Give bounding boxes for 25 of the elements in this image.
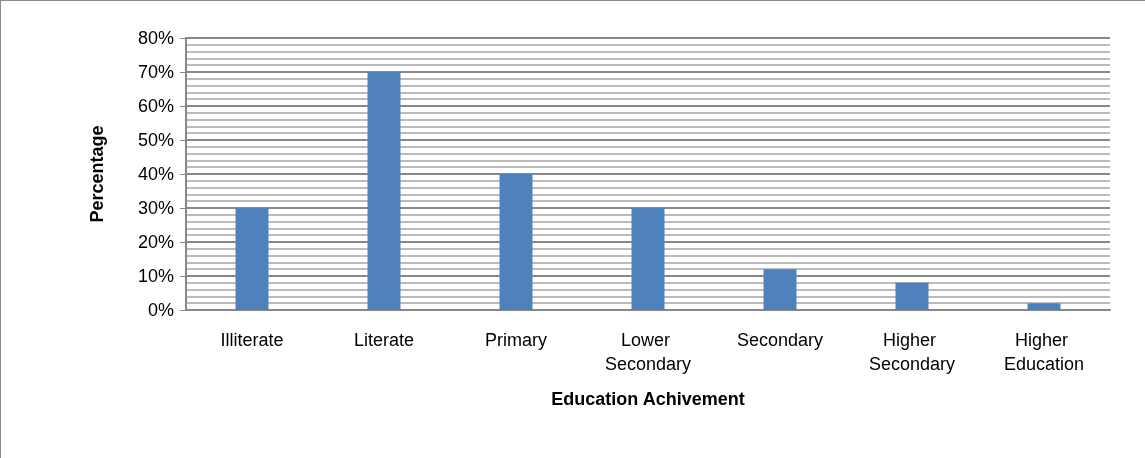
y-tick-label: 20%: [137, 232, 174, 252]
y-tick-label: 0%: [147, 300, 174, 320]
x-tick-label: Primary: [485, 330, 547, 350]
x-tick-label: Literate: [353, 330, 415, 350]
y-tick-label: 40%: [137, 164, 174, 184]
y-tick-label: 80%: [137, 28, 174, 48]
y-tick-label: 70%: [137, 62, 174, 82]
x-tick-label: Illiterate: [220, 330, 284, 350]
x-axis-title: Education Achivement: [551, 389, 745, 409]
bar: [1027, 303, 1061, 310]
bar: [763, 269, 797, 310]
x-tick-label: Higher Secondary: [868, 330, 956, 374]
x-tick-label: Higher Education: [1003, 330, 1085, 374]
x-tick-label: Lower Secondary: [604, 330, 692, 374]
bar: [499, 174, 533, 310]
bar: [631, 208, 665, 310]
bar: [895, 282, 929, 310]
y-tick-label: 30%: [137, 198, 174, 218]
y-tick-label: 50%: [137, 130, 174, 150]
y-tick-label: 60%: [137, 96, 174, 116]
y-axis-title: Percentage: [87, 125, 107, 223]
bar: [235, 208, 269, 310]
y-tick-label: 10%: [137, 266, 174, 286]
bar: [367, 72, 401, 310]
x-tick-label: Secondary: [736, 330, 824, 350]
